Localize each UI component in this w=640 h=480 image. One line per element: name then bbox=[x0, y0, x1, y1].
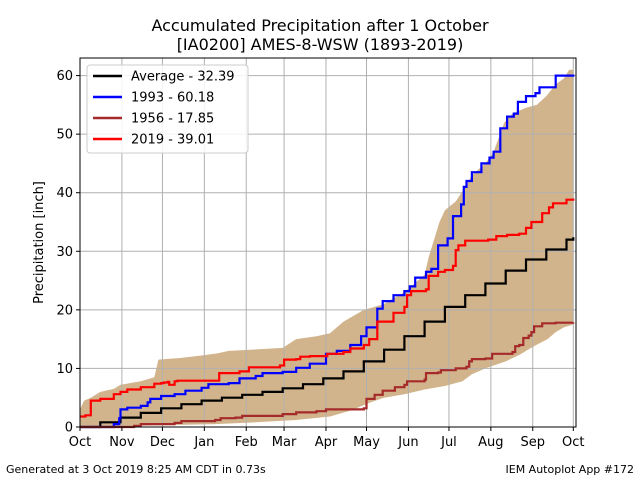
x-tick-label: Oct bbox=[69, 435, 91, 450]
series-line-3 bbox=[80, 198, 575, 418]
chart-title: Accumulated Precipitation after 1 Octobe… bbox=[151, 16, 489, 35]
legend-label: 1993 - 60.18 bbox=[131, 91, 214, 106]
legend-label: 1956 - 17.85 bbox=[131, 112, 214, 127]
legend-label: Average - 32.39 bbox=[131, 70, 235, 85]
y-tick-label: 50 bbox=[56, 128, 73, 143]
x-tick-label: Apr bbox=[315, 435, 338, 450]
series-line-2 bbox=[80, 321, 575, 429]
x-tick-label: Aug bbox=[478, 435, 503, 450]
x-tick-label: Dec bbox=[150, 435, 175, 450]
legend: Average - 32.39 1993 - 60.18 1956 - 17.85 2… bbox=[86, 64, 249, 154]
y-tick-label: 30 bbox=[56, 245, 73, 260]
legend-box bbox=[86, 64, 249, 154]
x-tick-label: Mar bbox=[272, 435, 297, 450]
x-tick-label: May bbox=[353, 435, 380, 450]
x-tick-label: Oct bbox=[562, 435, 584, 450]
x-tick-label: Feb bbox=[235, 435, 258, 450]
y-tick-label: 20 bbox=[56, 303, 73, 318]
plot-frame bbox=[79, 57, 577, 428]
x-tick-label: Nov bbox=[109, 435, 135, 450]
series-line-1 bbox=[80, 74, 575, 429]
chart-subtitle: [IA0200] AMES-8-WSW (1893-2019) bbox=[176, 35, 464, 54]
legend-label: 2019 - 39.01 bbox=[131, 133, 214, 148]
x-tick-label: Jan bbox=[193, 435, 214, 450]
precip-range-band bbox=[80, 69, 574, 427]
x-tick-label: Jul bbox=[440, 435, 457, 450]
generated-footer: Generated at 3 Oct 2019 8:25 AM CDT in 0… bbox=[6, 463, 266, 476]
x-tick-label: Sep bbox=[520, 435, 545, 450]
y-tick-label: 10 bbox=[56, 362, 73, 377]
autoplot-app-footer: IEM Autoplot App #172 bbox=[505, 463, 635, 476]
y-tick-label: 60 bbox=[56, 69, 73, 84]
series-line-0 bbox=[80, 237, 575, 429]
y-tick-label: 0 bbox=[65, 421, 73, 436]
x-tick-label: Jun bbox=[397, 435, 418, 450]
y-tick-label: 40 bbox=[56, 186, 73, 201]
y-axis-label: Precipitation [inch] bbox=[32, 181, 47, 304]
